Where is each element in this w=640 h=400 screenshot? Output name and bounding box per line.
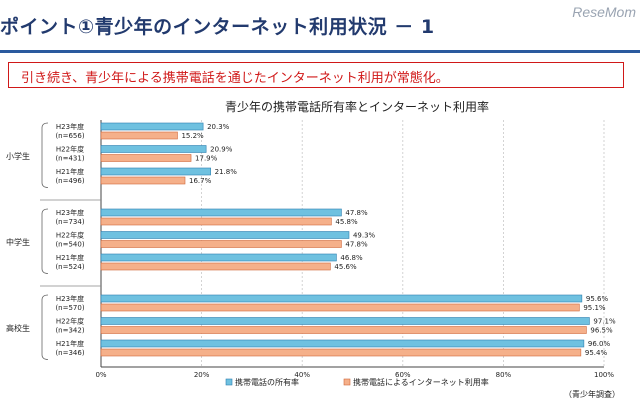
bar-value-label: 96.0% [588, 340, 611, 348]
row-year-label: H23年度 [56, 122, 84, 131]
legend-label: 携帯電話の所有率 [235, 377, 299, 387]
row-n-label: (n=346) [55, 349, 84, 357]
bar [100, 217, 332, 226]
x-tick-label: 60% [395, 371, 411, 379]
title-divider [0, 50, 640, 53]
legend-swatch [343, 378, 351, 386]
row-n-label: (n=524) [55, 263, 84, 271]
x-tick-label: 0% [95, 371, 106, 379]
row-n-label: (n=342) [55, 327, 84, 335]
bar-value-label: 47.8% [345, 209, 368, 217]
bar [100, 167, 211, 176]
source-note: （青少年調査） [564, 389, 620, 399]
bar-value-label: 45.8% [335, 218, 358, 226]
legend-swatch [225, 378, 233, 386]
row-n-label: (n=496) [55, 177, 84, 185]
row-year-label: H21年度 [56, 167, 84, 176]
bar-value-label: 16.7% [189, 177, 212, 185]
header: ポイント①青少年のインターネット利用状況 － 1 ReseMom [0, 0, 640, 52]
bar [100, 294, 583, 303]
bar-value-label: 20.9% [210, 146, 233, 154]
bar-value-label: 46.8% [340, 254, 363, 262]
row-year-label: H21年度 [56, 339, 84, 348]
bar [100, 154, 192, 162]
logo: ReseMom [572, 4, 636, 20]
group-bracket [41, 294, 49, 360]
bar [100, 122, 204, 131]
row-n-label: (n=570) [55, 304, 84, 312]
bar [100, 208, 342, 217]
bar [100, 348, 582, 357]
group-label: 中学生 [6, 237, 30, 247]
row-n-label: (n=656) [55, 132, 84, 140]
row-year-label: H22年度 [56, 317, 84, 326]
bar [100, 262, 331, 271]
group-label: 小学生 [6, 151, 30, 161]
x-tick-label: 40% [294, 371, 310, 379]
group-label: 高校生 [6, 323, 30, 333]
bar-value-label: 47.8% [345, 241, 368, 249]
bar-value-label: 15.2% [181, 132, 204, 140]
bar [100, 317, 590, 325]
row-year-label: H22年度 [56, 145, 84, 154]
bar [100, 240, 342, 248]
bar [100, 303, 580, 312]
bar [100, 145, 207, 153]
callout-box: 引き続き、青少年による携帯電話を通じたインターネット利用が常態化。 [8, 62, 624, 88]
row-year-label: H23年度 [56, 294, 84, 303]
x-tick-label: 20% [194, 371, 210, 379]
bar-value-label: 17.9% [195, 155, 218, 163]
bar-value-label: 21.8% [215, 168, 238, 176]
bar [100, 326, 587, 334]
bar-value-label: 45.6% [334, 263, 357, 271]
bar-value-label: 97.1% [593, 318, 616, 326]
bar-value-label: 49.3% [353, 232, 376, 240]
x-tick-label: 100% [594, 371, 614, 379]
group-bracket [41, 122, 49, 188]
group-bracket [41, 208, 49, 274]
row-n-label: (n=540) [55, 241, 84, 249]
bar-value-label: 95.1% [583, 304, 606, 312]
bar [100, 176, 186, 185]
row-year-label: H22年度 [56, 231, 84, 240]
bar-value-label: 95.6% [586, 295, 609, 303]
callout-text: 引き続き、青少年による携帯電話を通じたインターネット利用が常態化。 [21, 71, 449, 86]
bar-value-label: 20.3% [207, 123, 230, 131]
bar-value-label: 96.5% [590, 327, 613, 335]
bar [100, 131, 178, 140]
bar [100, 231, 350, 239]
bar [100, 253, 337, 262]
bar-value-label: 95.4% [585, 349, 608, 357]
page-title: ポイント①青少年のインターネット利用状況 － 1 [0, 16, 435, 38]
row-n-label: (n=734) [55, 218, 84, 226]
row-n-label: (n=431) [55, 155, 84, 163]
bar [100, 339, 585, 348]
chart-title: 青少年の携帯電話所有率とインターネット利用率 [225, 99, 489, 114]
row-year-label: H23年度 [56, 208, 84, 217]
legend-label: 携帯電話によるインターネット利用率 [353, 377, 489, 387]
row-year-label: H21年度 [56, 253, 84, 262]
x-tick-label: 80% [496, 371, 512, 379]
